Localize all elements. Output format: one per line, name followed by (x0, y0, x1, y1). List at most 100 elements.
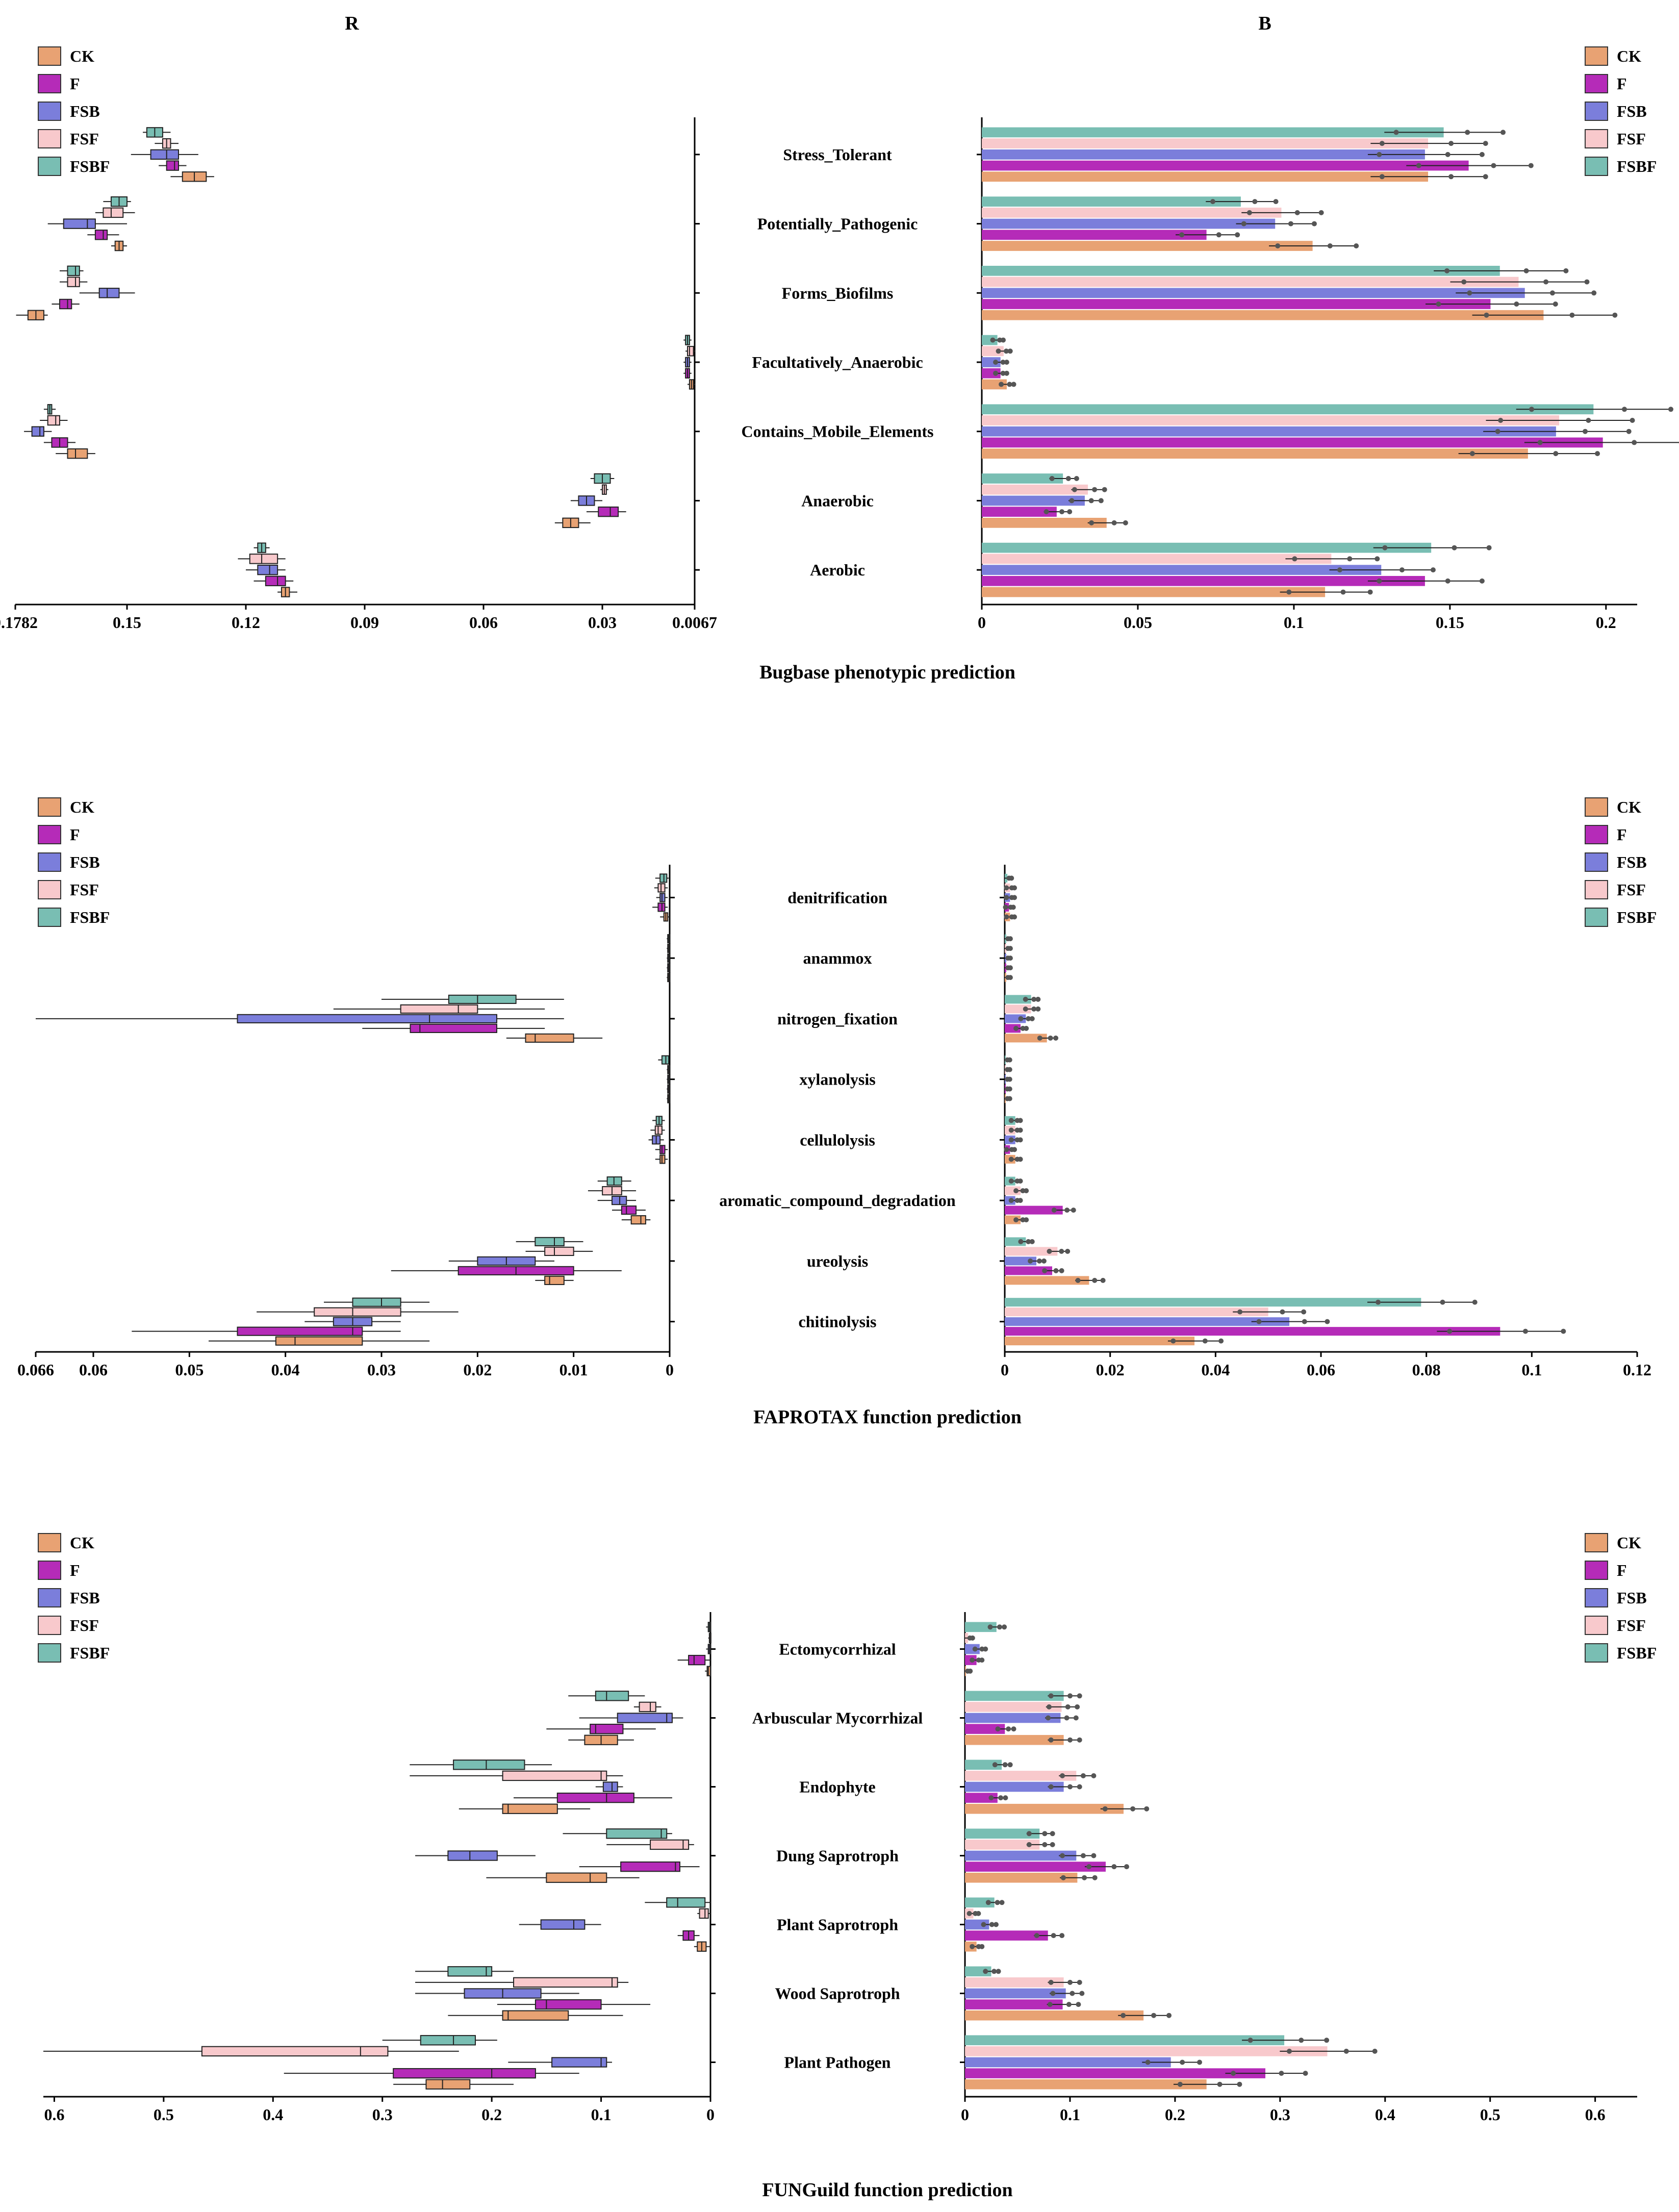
data-point (1076, 2002, 1081, 2007)
left-x-tick-label: 0.6 (44, 2105, 64, 2124)
data-point (1514, 301, 1519, 307)
data-point (1004, 360, 1009, 365)
legend-label-p3-right-fsb: FSB (1617, 1589, 1647, 1607)
data-point (1031, 996, 1037, 1002)
legend-label-p2-left-fsb: FSB (70, 853, 100, 871)
data-point (1498, 418, 1504, 423)
data-point (1007, 936, 1013, 942)
legend-swatch-p1-right-fsbf (1585, 157, 1608, 176)
data-point (1065, 1248, 1071, 1254)
data-point (1098, 498, 1104, 504)
box-fsbf (535, 1237, 565, 1246)
legend-label-p3-left-fsb: FSB (70, 1589, 100, 1607)
legend-swatch-p2-left-ck (38, 797, 61, 817)
category-label: Endophyte (799, 1778, 875, 1796)
data-point (993, 360, 999, 365)
data-point (1529, 407, 1535, 412)
data-point (1053, 1268, 1059, 1273)
legend-label-p1-right-ck: CK (1617, 47, 1641, 65)
data-point (1012, 1147, 1017, 1152)
left-x-tick-label: 0.1 (591, 2105, 612, 2124)
data-point (1299, 2038, 1304, 2043)
data-point (1060, 1853, 1065, 1858)
box-ck (67, 448, 88, 459)
data-point (1447, 1328, 1453, 1334)
data-point (979, 1657, 985, 1663)
legend-label-p2-left-f: F (70, 825, 80, 844)
legend-label-p2-right-fsbf: FSBF (1617, 908, 1657, 926)
box-fsf (544, 1246, 574, 1256)
data-point (1416, 163, 1421, 168)
left-x-tick-label: 0.3 (372, 2105, 393, 2124)
data-point (1017, 1198, 1023, 1203)
bar-fsf (965, 1977, 1064, 1988)
bar-fsf (965, 1702, 1062, 1712)
data-point (1279, 2071, 1284, 2076)
left-x-tick-label: 0.4 (263, 2105, 283, 2124)
data-point (1231, 2071, 1236, 2076)
bar-fsb (982, 149, 1425, 160)
data-point (1549, 290, 1555, 296)
data-point (1180, 2059, 1185, 2065)
data-point (1050, 1842, 1055, 1847)
box-fsb (237, 1014, 497, 1023)
right-x-tick-label: 0.12 (1623, 1361, 1651, 1379)
legend-label-p1-right-fsf: FSF (1617, 130, 1646, 148)
legend-swatch-p1-left-f (38, 74, 61, 93)
data-point (1048, 1693, 1054, 1699)
data-point (1042, 1268, 1048, 1273)
bar-fsbf (982, 404, 1594, 415)
box-f (535, 1999, 602, 2010)
data-point (1008, 1127, 1014, 1133)
data-point (1288, 221, 1293, 227)
box-ck (630, 1215, 646, 1225)
bar-f (1005, 1205, 1063, 1215)
left-x-tick-label: 0.01 (559, 1361, 588, 1379)
box-fsb (551, 2057, 607, 2068)
box-fsbf (606, 1828, 668, 1839)
box-f (166, 160, 179, 171)
data-point (999, 1900, 1005, 1905)
data-point (1102, 487, 1107, 492)
left-x-tick-label: 0.15 (113, 613, 141, 632)
data-point (1048, 1784, 1054, 1790)
box-ck (544, 1275, 565, 1285)
bar-f (965, 1724, 1005, 1734)
data-point (1621, 407, 1627, 412)
data-point (998, 1795, 1004, 1801)
data-point (1144, 1806, 1150, 1812)
legend-swatch-p2-right-fsb (1585, 852, 1608, 872)
data-point (992, 1762, 998, 1768)
category-label: Anaerobic (801, 491, 874, 510)
bar-fsbf (982, 196, 1241, 207)
data-point (1491, 163, 1496, 168)
legend-swatch-p1-left-ck (38, 46, 61, 66)
legend-label-p1-right-fsbf: FSBF (1617, 157, 1657, 175)
bar-ck (1005, 1337, 1194, 1346)
legend-label-p1-left-f: F (70, 74, 80, 93)
panel-3: 0.6 0.5 0.4 0.3 0.2 0.1 0 0 0.1 0.2 0.3 0.4 0.5 0.6 Ec… (43, 1612, 1637, 2201)
box-fsf (400, 1004, 478, 1014)
data-point (1003, 348, 1009, 354)
box-fsf (314, 1307, 401, 1317)
data-point (1445, 578, 1451, 584)
right-x-tick-label: 0 (978, 613, 986, 632)
data-point (1047, 2002, 1053, 2007)
data-point (1111, 520, 1117, 525)
data-point (1048, 1979, 1054, 1985)
box-f (598, 506, 619, 517)
data-point (1004, 914, 1009, 920)
data-point (1013, 1025, 1019, 1031)
left-x-tick-label: 0.06 (79, 1361, 108, 1379)
data-point (1059, 1268, 1064, 1273)
right-x-tick-label: 0.04 (1201, 1361, 1230, 1379)
bar-fsf (965, 1771, 1077, 1781)
bar-fsb (1005, 1317, 1289, 1326)
left-x-tick-label: 0.09 (350, 613, 379, 632)
data-point (1286, 589, 1292, 595)
data-point (1011, 382, 1016, 387)
data-point (1029, 1016, 1035, 1021)
data-point (1440, 1299, 1445, 1305)
bar-f (965, 1862, 1106, 1872)
data-point (1465, 130, 1470, 135)
